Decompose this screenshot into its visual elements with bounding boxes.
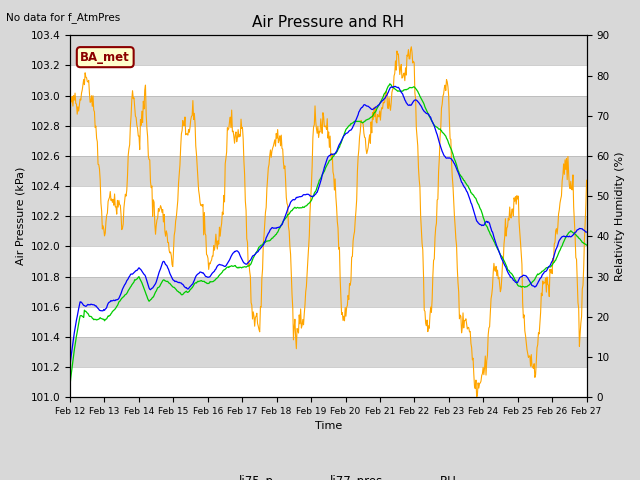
- Legend: li75_p, li77_pres, RH: li75_p, li77_pres, RH: [195, 470, 461, 480]
- X-axis label: Time: Time: [315, 421, 342, 432]
- Bar: [70, 126, 587, 156]
- Bar: [70, 367, 587, 397]
- Text: No data for f_AtmPres: No data for f_AtmPres: [6, 12, 121, 23]
- Bar: [70, 307, 587, 337]
- Y-axis label: Air Pressure (kPa): Air Pressure (kPa): [15, 167, 25, 265]
- Y-axis label: Relativity Humidity (%): Relativity Humidity (%): [615, 152, 625, 281]
- Title: Air Pressure and RH: Air Pressure and RH: [252, 15, 404, 30]
- Bar: [70, 246, 587, 276]
- Bar: [70, 186, 587, 216]
- Bar: [70, 65, 587, 96]
- Text: BA_met: BA_met: [81, 51, 130, 64]
